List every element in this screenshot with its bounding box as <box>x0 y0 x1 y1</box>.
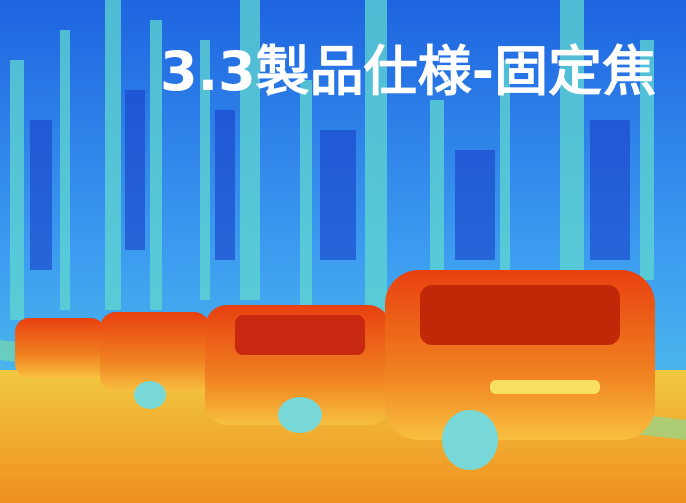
title: 3.3製品仕様-固定焦 <box>160 40 656 103</box>
cars <box>15 270 655 470</box>
